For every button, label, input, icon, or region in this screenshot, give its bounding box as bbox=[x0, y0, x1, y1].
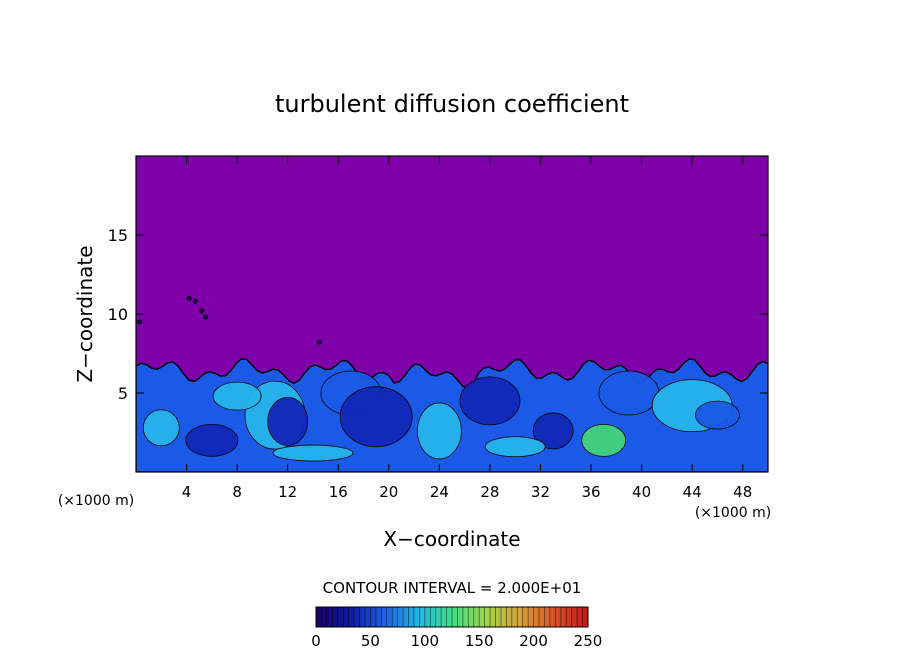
contour-interval-label: CONTOUR INTERVAL = 2.000E+01 bbox=[323, 579, 582, 597]
turbulence-speck bbox=[137, 319, 143, 325]
turbulence-speck bbox=[316, 339, 322, 345]
turbulence-speck bbox=[203, 314, 209, 320]
turbulence-speck bbox=[192, 298, 198, 304]
swirl-region bbox=[212, 381, 262, 411]
swirl-region bbox=[267, 397, 309, 446]
colorbar-tick-label: 0 bbox=[311, 632, 321, 650]
x-tick-label: 48 bbox=[733, 483, 752, 501]
swirl-region bbox=[339, 386, 413, 448]
swirl-region bbox=[695, 400, 740, 430]
x-tick-label: 24 bbox=[430, 483, 449, 501]
swirl-region bbox=[484, 436, 546, 458]
y-axis-label: Z−coordinate bbox=[73, 245, 97, 382]
swirl-region bbox=[581, 423, 627, 457]
y-tick-label: 10 bbox=[108, 305, 128, 324]
turbulent-layer bbox=[136, 295, 768, 472]
x-tick-label: 20 bbox=[379, 483, 398, 501]
colorbar-stripes bbox=[321, 607, 583, 627]
y-tick-label: 5 bbox=[118, 384, 128, 403]
swirl-region bbox=[598, 370, 660, 416]
colorbar-tick-label: 150 bbox=[465, 632, 494, 650]
swirl-features bbox=[137, 295, 740, 462]
x-tick-label: 8 bbox=[232, 483, 242, 501]
x-tick-label: 16 bbox=[329, 483, 348, 501]
y-axis-ticks: 5 10 15 bbox=[108, 226, 768, 403]
colorbar-tick-label: 100 bbox=[410, 632, 439, 650]
x-tick-label: 36 bbox=[581, 483, 600, 501]
x-unit-right: (×1000 m) bbox=[695, 505, 771, 521]
x-unit-left: (×1000 m) bbox=[58, 493, 134, 509]
x-tick-label: 32 bbox=[531, 483, 550, 501]
colorbar-tick-label: 250 bbox=[574, 632, 603, 650]
y-tick-label: 15 bbox=[108, 226, 128, 245]
turbulence-speck bbox=[186, 295, 192, 301]
swirl-region bbox=[142, 409, 180, 447]
swirl-region bbox=[272, 444, 354, 462]
x-axis-label: X−coordinate bbox=[383, 527, 520, 551]
x-tick-label: 40 bbox=[632, 483, 651, 501]
x-axis-ticks: 4 8 12 16 20 24 28 32 36 40 44 48 bbox=[182, 156, 752, 501]
swirl-region bbox=[459, 376, 521, 426]
x-tick-label: 28 bbox=[480, 483, 499, 501]
colorbar: 0 50 100 150 200 250 bbox=[311, 606, 602, 650]
x-tick-label: 4 bbox=[182, 483, 192, 501]
colorbar-ticks: 0 50 100 150 200 250 bbox=[311, 632, 602, 650]
turbulence-speck bbox=[199, 308, 205, 314]
colorbar-tick-label: 50 bbox=[361, 632, 380, 650]
swirl-region bbox=[185, 423, 239, 457]
x-tick-label: 44 bbox=[683, 483, 702, 501]
chart-title: turbulent diffusion coefficient bbox=[275, 90, 629, 118]
colorbar-tick-label: 200 bbox=[519, 632, 548, 650]
swirl-region bbox=[416, 402, 462, 460]
swirl-region bbox=[532, 412, 574, 450]
x-tick-label: 12 bbox=[278, 483, 297, 501]
